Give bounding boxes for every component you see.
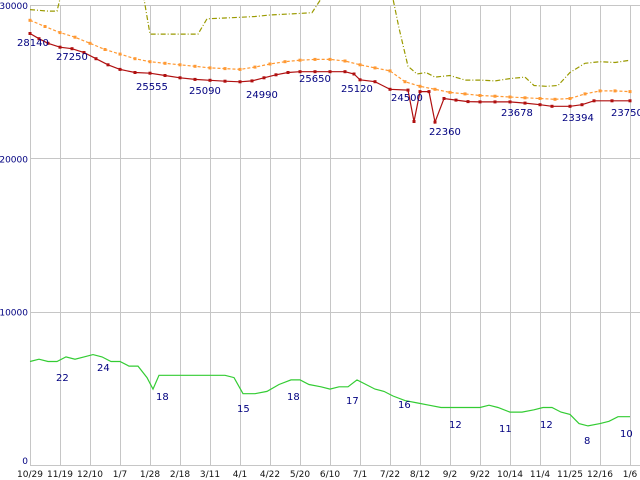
store-count-annotation: 12	[449, 420, 462, 431]
price-annotation: 23394	[562, 113, 594, 124]
y-tick-label: 30000	[0, 2, 28, 12]
x-tick-label: 9/2	[443, 470, 457, 480]
y-axis-labels: 0 10000 20000 30000	[0, 2, 28, 467]
x-tick-label: 9/22	[470, 470, 490, 480]
x-tick-label: 11/4	[530, 470, 550, 480]
x-tick-label: 10/14	[497, 470, 523, 480]
x-tick-label: 1/7	[113, 470, 127, 480]
x-tick-label: 7/22	[380, 470, 400, 480]
y-tick-label: 10000	[0, 309, 28, 319]
grid-lines	[30, 5, 640, 466]
price-annotation: 23750	[611, 108, 640, 119]
price-annotation: 24500	[391, 93, 423, 104]
price-annotation: 22360	[429, 127, 461, 138]
x-tick-label: 1/28	[140, 470, 160, 480]
y-tick-label: 0	[22, 457, 28, 467]
store-count-annotation: 24	[97, 363, 110, 374]
store-count-annotation: 11	[499, 424, 512, 435]
x-tick-label: 4/1	[233, 470, 247, 480]
price-annotation: 27250	[56, 52, 88, 63]
x-tick-label: 8/12	[410, 470, 430, 480]
store-count-annotation: 12	[540, 420, 553, 431]
price-annotation: 25090	[189, 86, 221, 97]
price-annotation: 28140	[17, 38, 49, 49]
x-tick-label: 2/18	[170, 470, 190, 480]
x-tick-label: 10/29	[17, 470, 43, 480]
x-tick-label: 12/10	[77, 470, 103, 480]
store-count-annotation: 8	[584, 436, 590, 447]
x-tick-label: 3/11	[200, 470, 220, 480]
price-annotation: 25555	[136, 82, 168, 93]
store-count-annotation: 22	[56, 373, 69, 384]
price-annotation: 23678	[501, 108, 533, 119]
series-store-count	[29, 353, 630, 427]
x-tick-label: 11/19	[47, 470, 73, 480]
store-count-annotation: 16	[398, 400, 411, 411]
x-tick-label: 6/10	[320, 470, 340, 480]
store-count-annotation: 18	[287, 392, 300, 403]
series-upper-bound-price	[29, 0, 631, 87]
x-tick-label: 11/25	[557, 470, 583, 480]
store-count-annotation: 18	[156, 392, 169, 403]
x-tick-label: 5/20	[290, 470, 310, 480]
value-annotations: 28140 27250 25555 25090 24990 25650 25120 24500…	[17, 38, 640, 447]
x-tick-label: 4/22	[260, 470, 280, 480]
store-count-annotation: 10	[620, 429, 633, 440]
store-count-annotation: 17	[346, 396, 359, 407]
x-axis-labels: 10/29 11/19 12/10 1/7 1/28 2/18 3/11 4/1 4/22 5/2…	[17, 470, 637, 480]
series-lowest-price	[28, 32, 632, 125]
series-average-price	[28, 18, 632, 101]
price-annotation: 25120	[341, 84, 373, 95]
x-tick-label: 7/1	[353, 470, 367, 480]
x-tick-label: 12/16	[587, 470, 613, 480]
price-annotation: 24990	[246, 90, 278, 101]
store-count-annotation: 15	[237, 404, 250, 415]
y-tick-label: 20000	[0, 155, 28, 165]
price-annotation: 25650	[299, 74, 331, 85]
x-tick-label: 1/6	[623, 470, 638, 480]
